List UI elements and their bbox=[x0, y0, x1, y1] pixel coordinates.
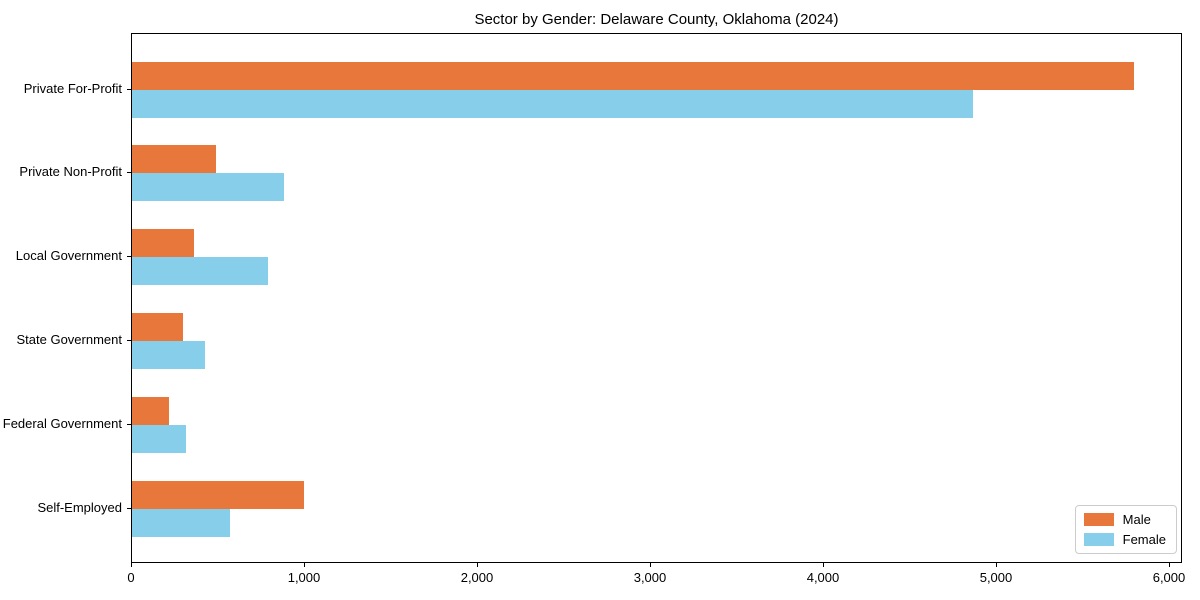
y-tick-mark bbox=[127, 339, 131, 341]
x-tick-mark bbox=[996, 563, 997, 567]
y-tick-mark bbox=[127, 423, 131, 425]
bar-female-5 bbox=[132, 508, 230, 537]
x-tick-label-3: 3,000 bbox=[633, 570, 667, 585]
bar-female-3 bbox=[132, 340, 205, 369]
x-tick-mark bbox=[477, 563, 478, 567]
legend: Male Female bbox=[1074, 505, 1177, 554]
x-tick-label-0: 0 bbox=[127, 570, 135, 585]
legend-swatch-female bbox=[1083, 533, 1114, 546]
x-tick-mark bbox=[304, 563, 305, 567]
legend-row-male: Male bbox=[1083, 512, 1166, 527]
legend-swatch-male bbox=[1083, 513, 1114, 526]
x-tick-label-6: 6,000 bbox=[1152, 570, 1186, 585]
x-tick-mark bbox=[823, 563, 824, 567]
bar-female-1 bbox=[132, 173, 285, 202]
x-tick-mark bbox=[1169, 563, 1170, 567]
x-tick-mark bbox=[650, 563, 651, 567]
legend-row-female: Female bbox=[1083, 532, 1166, 547]
y-tick-label-4: Federal Government bbox=[2, 415, 122, 431]
y-tick-mark bbox=[127, 256, 131, 258]
plot-area: Male Female bbox=[131, 33, 1182, 563]
bar-male-3 bbox=[132, 312, 183, 341]
y-tick-mark bbox=[127, 172, 131, 174]
x-tick-label-2: 2,000 bbox=[460, 570, 494, 585]
bar-male-1 bbox=[132, 145, 216, 174]
y-tick-label-5: Self-Employed bbox=[37, 499, 122, 515]
y-tick-label-2: Local Government bbox=[15, 248, 122, 264]
legend-label-male: Male bbox=[1122, 512, 1151, 527]
x-tick-mark bbox=[131, 563, 132, 567]
bar-female-2 bbox=[132, 257, 268, 286]
legend-label-female: Female bbox=[1122, 532, 1166, 547]
bar-male-0 bbox=[132, 61, 1134, 90]
y-tick-label-0: Private For-Profit bbox=[23, 80, 122, 96]
bar-male-4 bbox=[132, 396, 170, 425]
bar-male-5 bbox=[132, 480, 305, 509]
bar-female-0 bbox=[132, 89, 973, 118]
x-tick-label-5: 5,000 bbox=[979, 570, 1013, 585]
bar-male-2 bbox=[132, 229, 195, 258]
y-tick-mark bbox=[127, 507, 131, 509]
x-tick-label-4: 4,000 bbox=[806, 570, 840, 585]
y-tick-mark bbox=[127, 88, 131, 90]
y-tick-label-1: Private Non-Profit bbox=[19, 164, 122, 180]
y-tick-label-3: State Government bbox=[16, 331, 123, 347]
chart-title: Sector by Gender: Delaware County, Oklah… bbox=[474, 11, 839, 28]
bar-female-4 bbox=[132, 424, 186, 453]
x-tick-label-1: 1,000 bbox=[287, 570, 321, 585]
